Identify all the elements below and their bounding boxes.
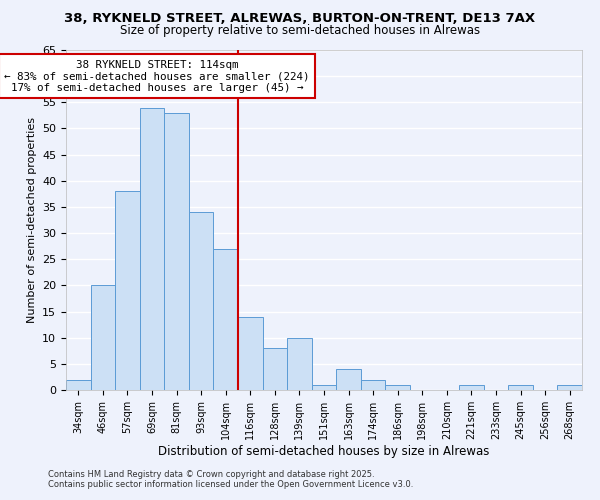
- Bar: [189, 212, 214, 390]
- Bar: [115, 191, 140, 390]
- Y-axis label: Number of semi-detached properties: Number of semi-detached properties: [26, 117, 37, 323]
- Text: 38, RYKNELD STREET, ALREWAS, BURTON-ON-TRENT, DE13 7AX: 38, RYKNELD STREET, ALREWAS, BURTON-ON-T…: [64, 12, 536, 26]
- Bar: [557, 385, 582, 390]
- Text: Contains HM Land Registry data © Crown copyright and database right 2025.
Contai: Contains HM Land Registry data © Crown c…: [48, 470, 413, 489]
- Bar: [164, 113, 189, 390]
- Bar: [312, 385, 336, 390]
- Bar: [385, 385, 410, 390]
- Bar: [361, 380, 385, 390]
- Text: 38 RYKNELD STREET: 114sqm
← 83% of semi-detached houses are smaller (224)
17% of: 38 RYKNELD STREET: 114sqm ← 83% of semi-…: [4, 60, 310, 93]
- Bar: [140, 108, 164, 390]
- X-axis label: Distribution of semi-detached houses by size in Alrewas: Distribution of semi-detached houses by …: [158, 444, 490, 458]
- Bar: [287, 338, 312, 390]
- Bar: [238, 317, 263, 390]
- Bar: [508, 385, 533, 390]
- Text: Size of property relative to semi-detached houses in Alrewas: Size of property relative to semi-detach…: [120, 24, 480, 37]
- Bar: [214, 249, 238, 390]
- Bar: [91, 286, 115, 390]
- Bar: [336, 369, 361, 390]
- Bar: [459, 385, 484, 390]
- Bar: [66, 380, 91, 390]
- Bar: [263, 348, 287, 390]
